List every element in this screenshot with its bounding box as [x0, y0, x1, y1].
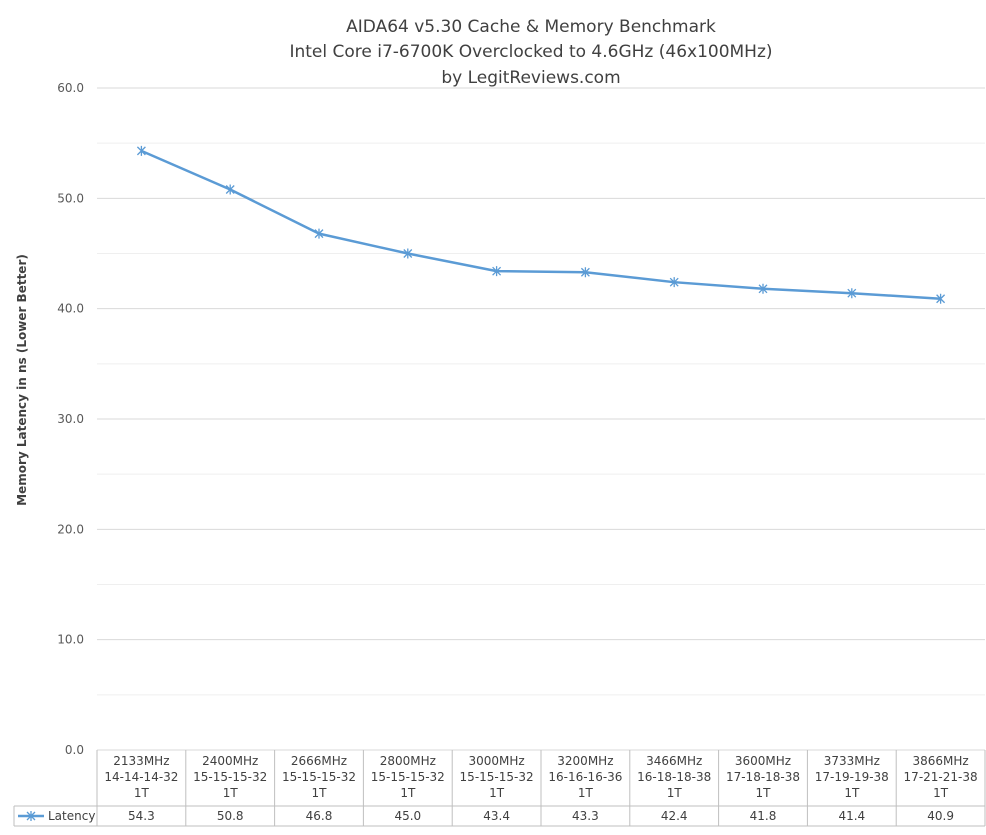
y-tick-label: 20.0 — [57, 522, 84, 536]
y-axis-label: Memory Latency in ns (Lower Better) — [15, 254, 29, 506]
y-tick-label: 60.0 — [57, 81, 84, 95]
data-table-value: 41.4 — [838, 809, 865, 823]
x-category-label: 1T — [756, 786, 772, 800]
x-category-label: 1T — [844, 786, 860, 800]
y-tick-label: 50.0 — [57, 191, 84, 205]
data-point-marker — [936, 293, 946, 304]
x-category-label: 14-14-14-32 — [104, 770, 178, 784]
y-tick-label: 10.0 — [57, 633, 84, 647]
data-table-value: 45.0 — [394, 809, 421, 823]
data-table-value: 41.8 — [750, 809, 777, 823]
data-point-marker — [847, 288, 857, 299]
x-category-label: 1T — [312, 786, 328, 800]
x-category-label: 3866MHz — [912, 754, 968, 768]
chart-title: AIDA64 v5.30 Cache & Memory Benchmark In… — [289, 17, 772, 88]
x-category-label: 15-15-15-32 — [193, 770, 267, 784]
y-tick-label: 0.0 — [65, 743, 84, 757]
data-table-value: 43.4 — [483, 809, 510, 823]
chart-title-line-3: by LegitReviews.com — [441, 68, 620, 88]
x-category-label: 16-16-16-36 — [548, 770, 622, 784]
data-point-marker — [136, 145, 146, 156]
x-category-label: 2400MHz — [202, 754, 258, 768]
x-category-label: 1T — [489, 786, 505, 800]
x-category-label: 15-15-15-32 — [371, 770, 445, 784]
x-category-label: 3733MHz — [824, 754, 880, 768]
x-category-label: 17-18-18-38 — [726, 770, 800, 784]
y-axis-ticks: 0.0 10.0 20.0 30.0 40.0 50.0 60.0 — [57, 81, 84, 757]
x-category-label: 1T — [223, 786, 239, 800]
legend-marker-key — [26, 811, 36, 821]
data-table-value: 46.8 — [306, 809, 333, 823]
x-category-label: 1T — [667, 786, 683, 800]
x-category-label: 17-19-19-38 — [815, 770, 889, 784]
y-tick-label: 40.0 — [57, 302, 84, 316]
y-tick-label: 30.0 — [57, 412, 84, 426]
x-category-label: 15-15-15-32 — [282, 770, 356, 784]
x-category-label: 17-21-21-38 — [904, 770, 978, 784]
data-table-value: 54.3 — [128, 809, 155, 823]
x-category-label: 3000MHz — [468, 754, 524, 768]
chart-title-line-2: Intel Core i7-6700K Overclocked to 4.6GH… — [289, 42, 772, 62]
x-category-label: 3600MHz — [735, 754, 791, 768]
x-category-label: 1T — [134, 786, 150, 800]
data-table-value: 50.8 — [217, 809, 244, 823]
plot-area — [136, 145, 946, 304]
data-point-marker — [580, 267, 590, 278]
data-table-value: 40.9 — [927, 809, 954, 823]
x-category-label: 2666MHz — [291, 754, 347, 768]
x-category-label: 3466MHz — [646, 754, 702, 768]
data-table-value: 42.4 — [661, 809, 688, 823]
data-point-marker — [669, 277, 679, 288]
x-category-label: 1T — [400, 786, 416, 800]
data-point-marker — [403, 248, 413, 259]
data-point-marker — [225, 184, 235, 195]
data-point-marker — [758, 283, 768, 294]
x-category-label: 2133MHz — [113, 754, 169, 768]
data-point-marker — [492, 266, 502, 277]
x-category-label: 3200MHz — [557, 754, 613, 768]
chart-title-line-1: AIDA64 v5.30 Cache & Memory Benchmark — [346, 17, 716, 37]
data-table-value: 43.3 — [572, 809, 599, 823]
x-category-label: 2800MHz — [380, 754, 436, 768]
x-category-label: 1T — [578, 786, 594, 800]
data-point-marker — [314, 228, 324, 239]
x-category-label: 1T — [933, 786, 949, 800]
series-line-latency — [140, 149, 941, 300]
data-table: 2133MHz 14-14-14-32 1T 2400MHz 15-15-15-32 1T… — [13, 750, 986, 827]
x-category-label: 15-15-15-32 — [460, 770, 534, 784]
gridlines — [97, 87, 985, 751]
legend-series-name: Latency — [48, 809, 95, 823]
x-category-label: 16-18-18-38 — [637, 770, 711, 784]
